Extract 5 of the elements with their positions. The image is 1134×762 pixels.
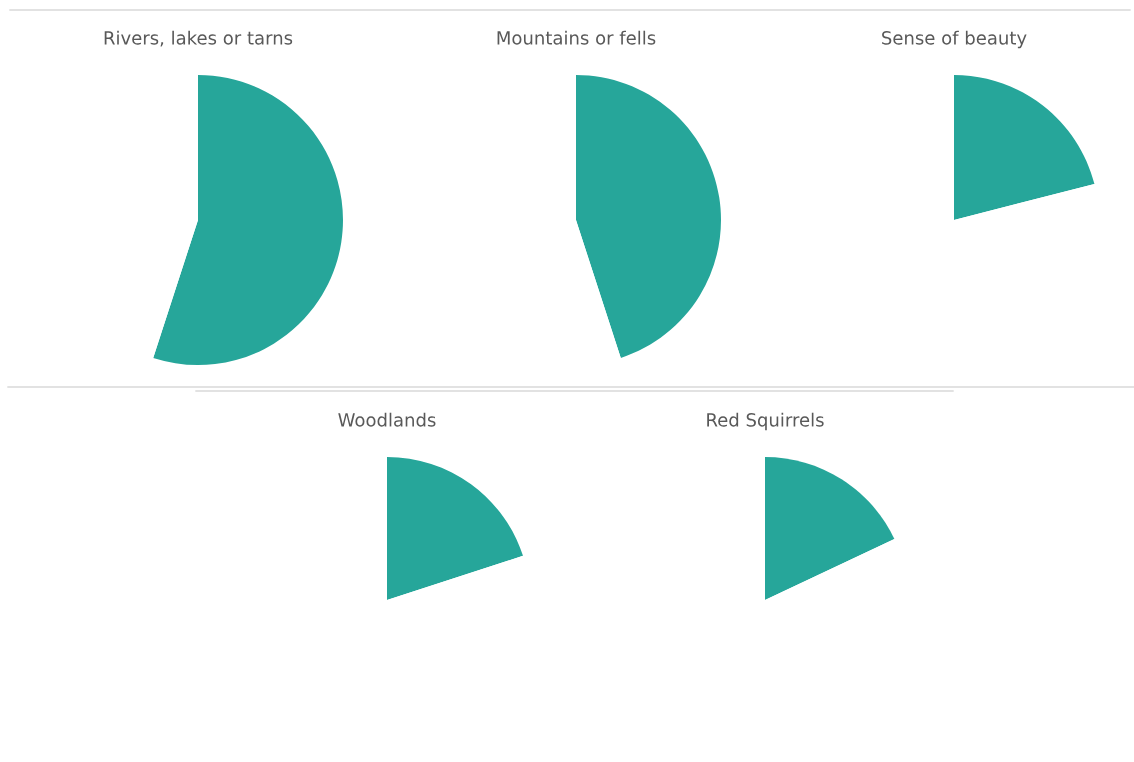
chart-title: Sense of beauty	[882, 30, 1027, 49]
chart-title: Rivers, lakes or tarns	[104, 30, 293, 47]
chart-title: Woodlands	[338, 412, 436, 427]
chart-title: Red Squirrels	[707, 412, 824, 431]
chart-title: Mountains or fells	[497, 30, 656, 45]
